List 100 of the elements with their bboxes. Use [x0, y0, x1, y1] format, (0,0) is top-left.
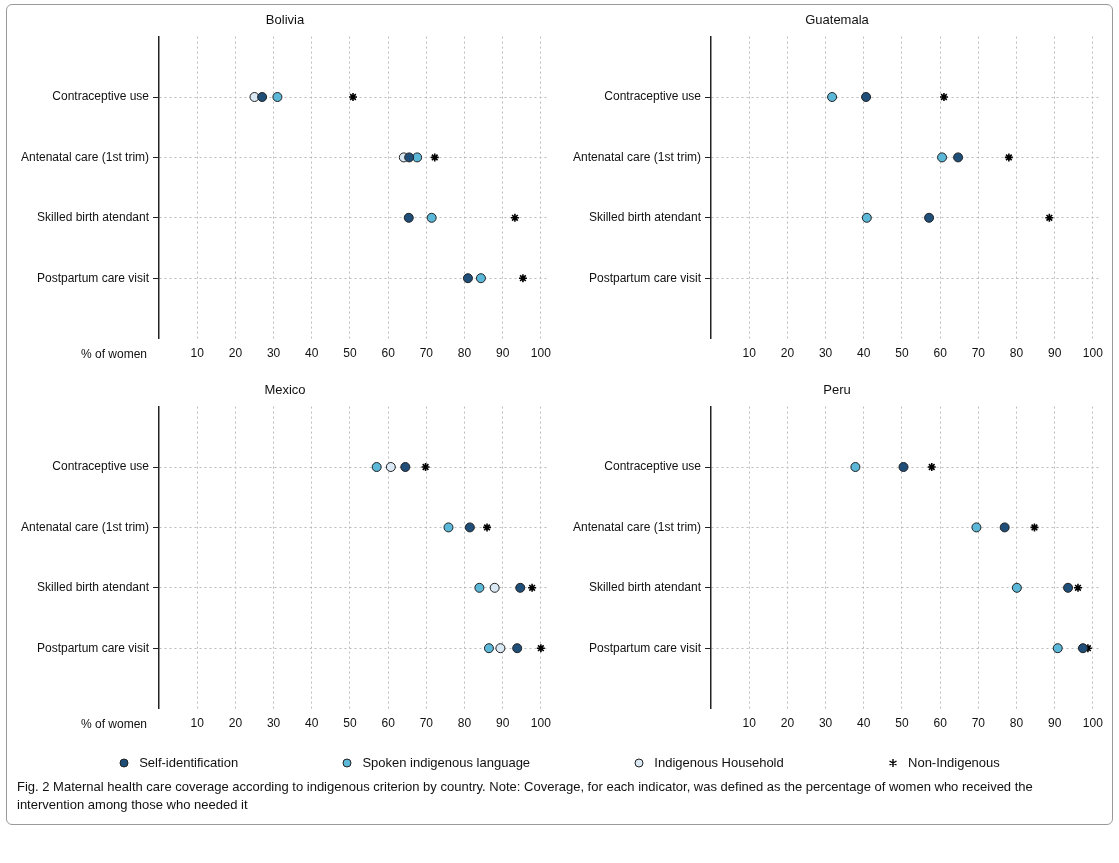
point — [489, 582, 500, 593]
x-tick-label: 90 — [1048, 716, 1062, 731]
x-tick-label: 100 — [530, 716, 552, 731]
point — [1052, 643, 1063, 654]
point — [527, 583, 537, 593]
y-tick-label: Contraceptive use — [52, 459, 150, 474]
point — [495, 643, 506, 654]
x-tick-label: 80 — [457, 346, 472, 361]
x-tick-label: 70 — [419, 716, 434, 731]
legend-label: Indigenous Household — [654, 755, 784, 770]
x-tick-label: 70 — [971, 346, 986, 361]
y-tick-label: Postpartum care visit — [589, 270, 702, 285]
x-tick-label: 80 — [457, 716, 472, 731]
point — [462, 273, 473, 284]
x-tick-label: 60 — [381, 346, 396, 361]
point — [861, 92, 872, 102]
point — [475, 273, 486, 284]
point — [348, 92, 358, 102]
legend-label: Non-Indigenous — [908, 755, 1000, 770]
point — [371, 462, 382, 472]
point — [536, 643, 546, 653]
point — [850, 462, 861, 472]
x-tick-label: 20 — [228, 716, 243, 731]
x-tick-label: 40 — [305, 716, 319, 731]
legend-label: Self-identification — [139, 755, 239, 770]
point — [403, 212, 414, 223]
y-tick-label: Antenatal care (1st trim) — [21, 149, 150, 164]
x-tick-label: 10 — [742, 716, 757, 731]
x-axis-title: % of women — [81, 346, 148, 361]
point — [385, 462, 396, 472]
point — [515, 582, 526, 593]
x-tick-label: 10 — [190, 346, 205, 361]
point — [257, 92, 268, 102]
x-tick-label: 30 — [266, 716, 281, 731]
y-tick-label: Contraceptive use — [52, 89, 150, 104]
point — [1011, 582, 1022, 593]
x-tick-label: 40 — [305, 346, 319, 361]
y-tick-label: Skilled birth atendant — [36, 580, 150, 595]
point — [464, 522, 475, 533]
point — [898, 462, 909, 472]
point — [937, 152, 948, 163]
point — [1044, 213, 1055, 223]
x-tick-label: 20 — [228, 346, 243, 361]
x-tick-label: 10 — [190, 716, 205, 731]
y-tick-label: Skilled birth atendant — [36, 210, 150, 225]
x-tick-label: 20 — [780, 346, 795, 361]
x-tick-label: 60 — [933, 346, 948, 361]
x-tick-label: 30 — [818, 716, 833, 731]
y-tick-label: Skilled birth atendant — [588, 210, 702, 225]
point — [926, 462, 937, 472]
point — [420, 462, 431, 472]
x-tick-label: 50 — [895, 716, 909, 731]
point — [827, 92, 838, 102]
x-tick-label: 100 — [530, 346, 552, 361]
x-tick-label: 40 — [857, 716, 871, 731]
y-tick-label: Postpartum care visit — [37, 640, 150, 655]
point — [272, 92, 283, 102]
y-tick-label: Contraceptive use — [604, 89, 702, 104]
point — [443, 522, 454, 533]
x-tick-label: 50 — [343, 346, 357, 361]
point — [939, 92, 949, 102]
x-tick-label: 70 — [419, 346, 434, 361]
y-tick-label: Postpartum care visit — [37, 270, 150, 285]
point — [483, 643, 494, 654]
caption: Fig. 2 Maternal health care coverage according to indigenous criterion by country. Note: Coverage, for each indicator, was defined as the percentage of women who received the intervention among those who needed it — [17, 778, 1034, 815]
y-tick-label: Antenatal care (1st trim) — [573, 519, 702, 534]
chart-title: Guatemala — [805, 12, 870, 28]
point — [861, 212, 872, 223]
point — [510, 213, 520, 223]
chart-title: Mexico — [264, 382, 306, 398]
x-tick-label: 50 — [343, 716, 357, 731]
point — [971, 522, 982, 533]
y-tick-label: Postpartum care visit — [589, 640, 702, 655]
x-tick-label: 90 — [496, 716, 510, 731]
point — [953, 152, 964, 163]
y-tick-label: Antenatal care (1st trim) — [573, 149, 702, 164]
x-axis-title: % of women — [81, 716, 148, 731]
point — [1063, 582, 1074, 593]
point — [518, 273, 528, 283]
point — [512, 643, 523, 654]
point — [1077, 643, 1088, 654]
y-tick-label: Contraceptive use — [604, 459, 702, 474]
x-tick-label: 10 — [742, 346, 757, 361]
x-tick-label: 100 — [1082, 716, 1104, 731]
y-tick-label: Antenatal care (1st trim) — [21, 519, 150, 534]
point — [999, 522, 1010, 533]
x-tick-label: 100 — [1082, 346, 1104, 361]
x-tick-label: 80 — [1009, 346, 1024, 361]
x-tick-label: 60 — [933, 716, 948, 731]
x-tick-label: 50 — [895, 346, 909, 361]
point — [400, 462, 411, 472]
x-tick-label: 30 — [266, 346, 281, 361]
x-tick-label: 40 — [857, 346, 871, 361]
point — [404, 152, 415, 163]
point — [1029, 522, 1040, 533]
x-tick-label: 90 — [496, 346, 510, 361]
point — [426, 212, 437, 223]
x-tick-label: 30 — [818, 346, 833, 361]
x-tick-label: 80 — [1009, 716, 1024, 731]
chart-title: Peru — [823, 382, 851, 398]
